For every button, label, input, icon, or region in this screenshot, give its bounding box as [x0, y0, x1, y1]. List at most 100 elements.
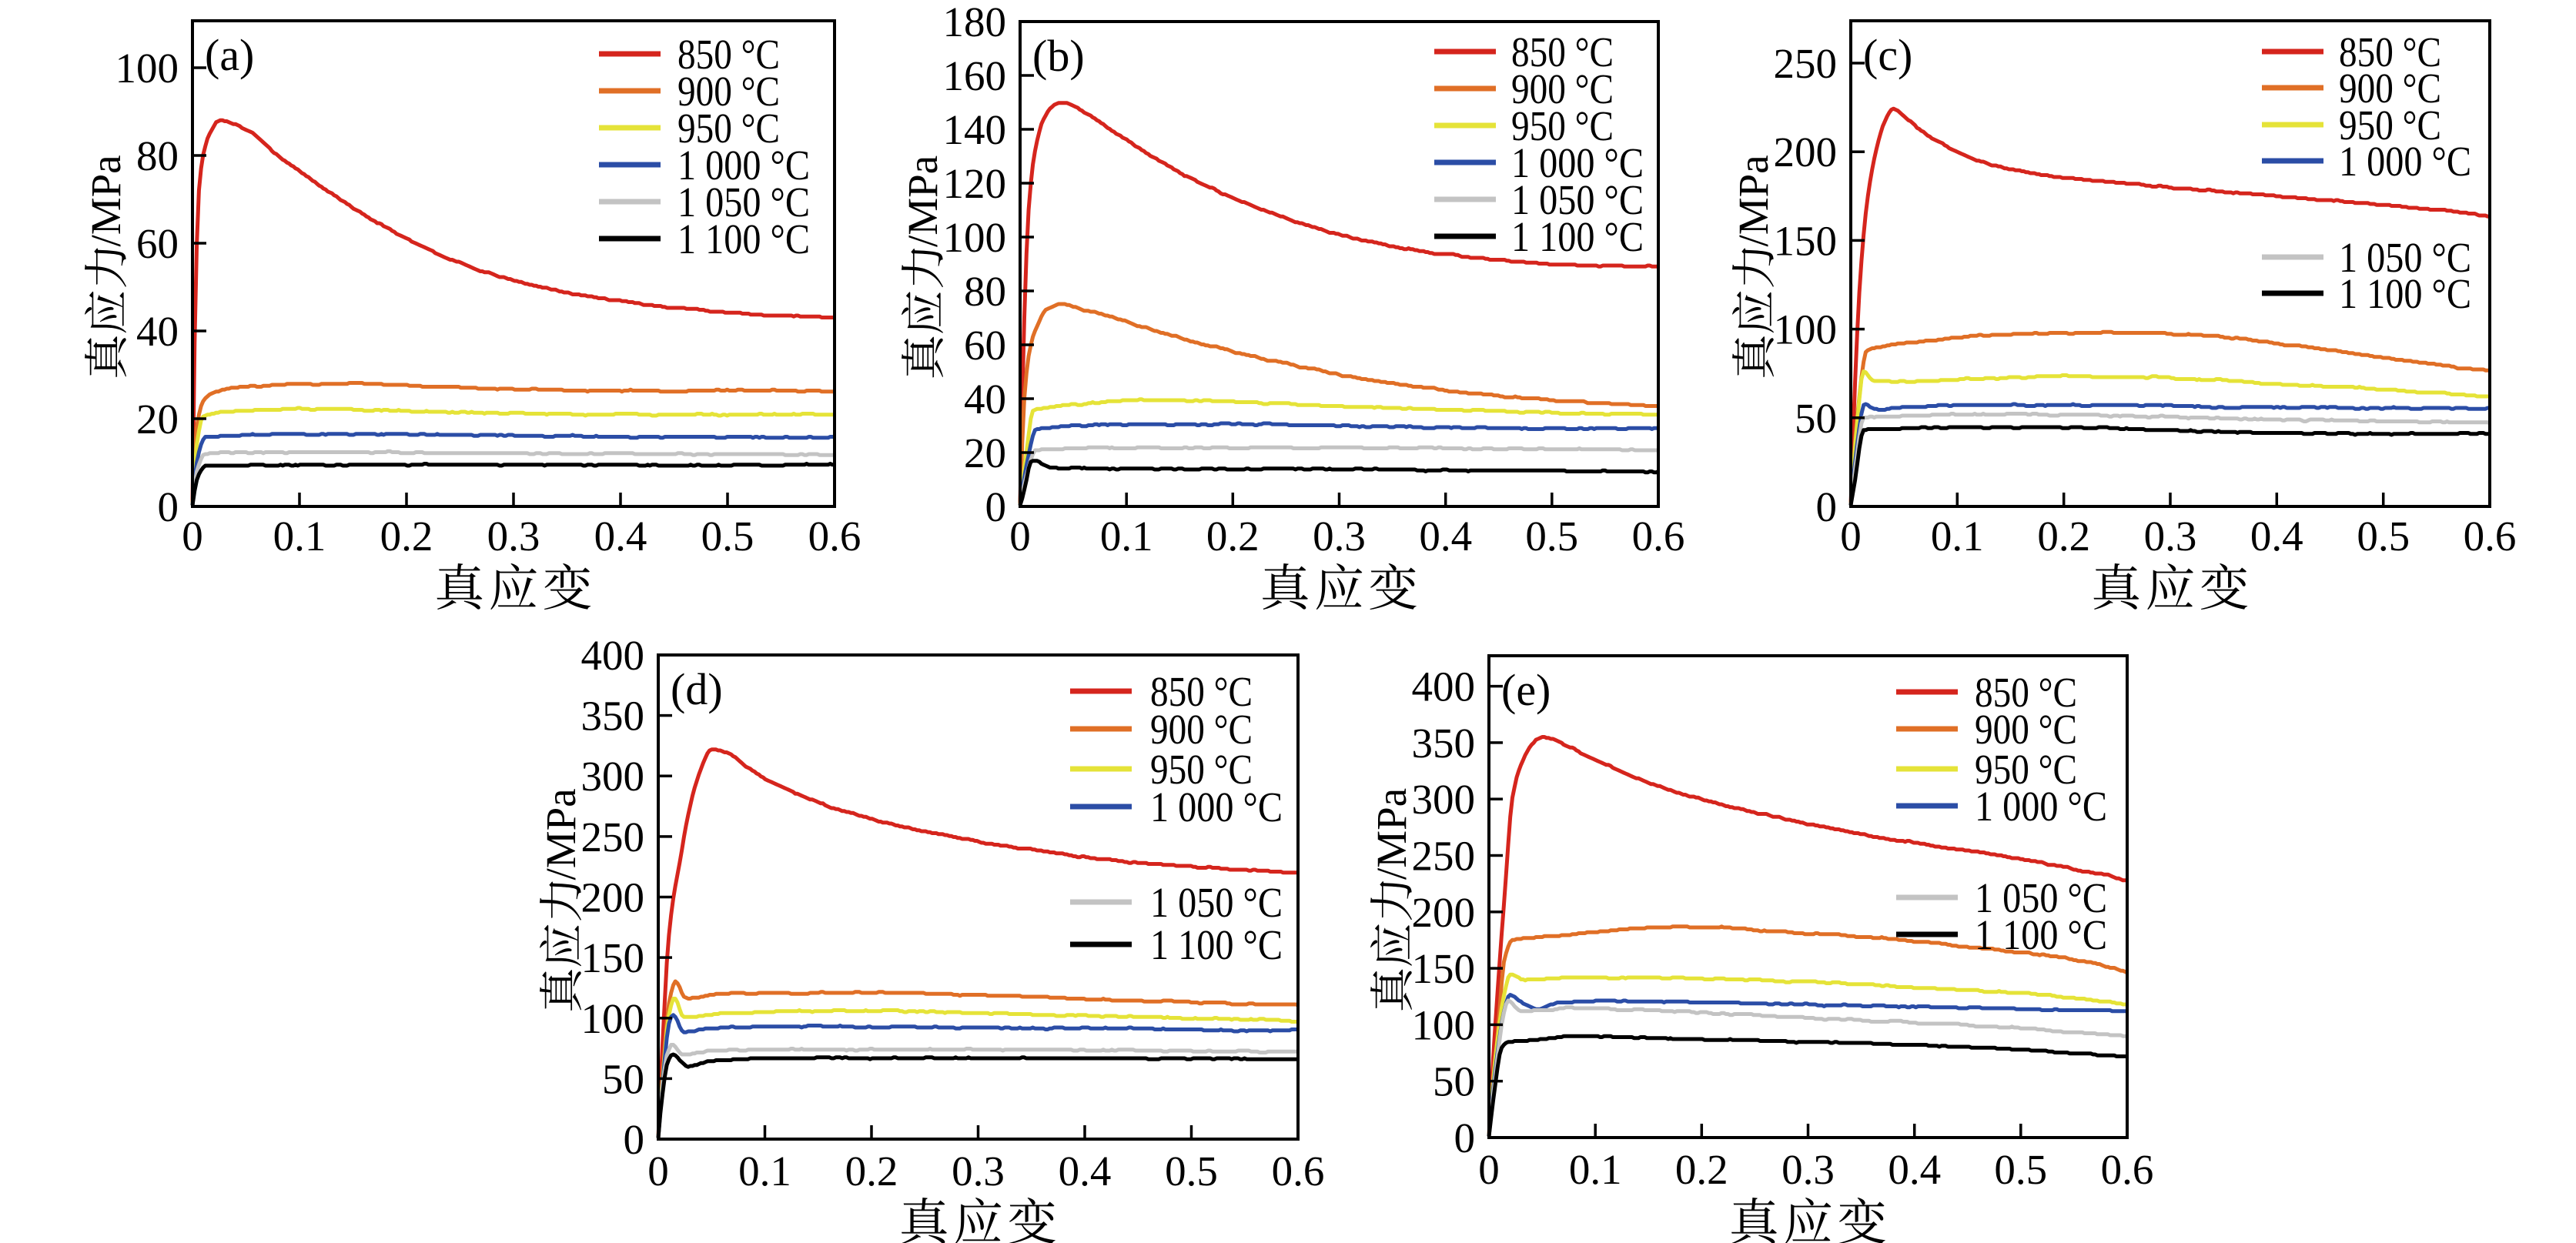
svg-text:80: 80: [136, 132, 179, 179]
svg-text:900 °C: 900 °C: [1975, 706, 2077, 753]
svg-text:0: 0: [647, 1148, 669, 1195]
svg-text:300: 300: [1412, 776, 1476, 823]
svg-text:/MPa: /MPa: [537, 788, 584, 880]
svg-text:350: 350: [581, 693, 645, 740]
svg-text:1 050 °C: 1 050 °C: [2339, 234, 2471, 281]
svg-text:0.5: 0.5: [2357, 513, 2410, 560]
svg-text:0: 0: [158, 483, 179, 530]
svg-text:0.5: 0.5: [1994, 1146, 2047, 1193]
svg-text:900 °C: 900 °C: [1511, 65, 1614, 112]
svg-text:160: 160: [943, 52, 1007, 99]
svg-text:850 °C: 850 °C: [677, 31, 780, 78]
svg-text:50: 50: [602, 1055, 644, 1102]
svg-text:0.4: 0.4: [2250, 513, 2303, 560]
svg-text:950 °C: 950 °C: [677, 105, 780, 152]
svg-text:850 °C: 850 °C: [1511, 28, 1614, 75]
svg-text:0: 0: [1454, 1114, 1476, 1161]
svg-text:0.2: 0.2: [2037, 513, 2090, 560]
svg-text:1 050 °C: 1 050 °C: [1975, 874, 2107, 921]
svg-text:(e): (e): [1501, 665, 1551, 715]
svg-text:0.3: 0.3: [487, 513, 540, 560]
svg-text:900 °C: 900 °C: [677, 68, 780, 115]
svg-text:60: 60: [136, 220, 179, 267]
svg-text:1 000 °C: 1 000 °C: [677, 142, 810, 189]
svg-text:0.6: 0.6: [2464, 513, 2517, 560]
svg-text:150: 150: [1774, 217, 1838, 264]
svg-text:0: 0: [182, 513, 203, 560]
svg-text:20: 20: [136, 396, 179, 443]
svg-text:0.2: 0.2: [1675, 1146, 1728, 1193]
svg-text:0.3: 0.3: [1781, 1146, 1835, 1193]
svg-text:/MPa: /MPa: [1730, 155, 1777, 246]
svg-text:0.3: 0.3: [952, 1148, 1005, 1195]
svg-text:400: 400: [581, 632, 645, 679]
svg-text:1 100 °C: 1 100 °C: [1511, 213, 1644, 260]
svg-text:120: 120: [943, 160, 1007, 207]
svg-text:0: 0: [1840, 513, 1862, 560]
svg-text:0.5: 0.5: [1525, 513, 1578, 560]
svg-text:0.5: 0.5: [1165, 1148, 1218, 1195]
svg-text:250: 250: [1774, 40, 1838, 87]
svg-text:0.2: 0.2: [380, 513, 433, 560]
svg-text:400: 400: [1412, 663, 1476, 710]
svg-text:1 000 °C: 1 000 °C: [1975, 783, 2107, 830]
svg-text:/MPa: /MPa: [1368, 788, 1415, 880]
svg-text:0.4: 0.4: [594, 513, 647, 560]
svg-text:40: 40: [964, 376, 1006, 423]
svg-text:80: 80: [964, 268, 1006, 315]
svg-text:200: 200: [581, 874, 645, 921]
svg-text:0: 0: [1816, 483, 1838, 530]
svg-text:0: 0: [985, 483, 1007, 530]
svg-text:1 000 °C: 1 000 °C: [1511, 139, 1644, 186]
svg-text:1 050 °C: 1 050 °C: [1511, 176, 1644, 223]
svg-text:0.4: 0.4: [1888, 1146, 1941, 1193]
svg-text:/MPa: /MPa: [899, 155, 946, 247]
svg-text:(c): (c): [1863, 30, 1912, 80]
svg-text:850 °C: 850 °C: [1150, 668, 1253, 715]
svg-text:1 000 °C: 1 000 °C: [1150, 784, 1283, 830]
svg-text:0: 0: [1009, 513, 1031, 560]
svg-text:950 °C: 950 °C: [2339, 102, 2441, 149]
svg-text:100: 100: [943, 214, 1007, 261]
svg-text:250: 250: [581, 814, 645, 860]
svg-text:0.1: 0.1: [738, 1148, 791, 1195]
svg-text:200: 200: [1412, 889, 1476, 936]
svg-text:0.1: 0.1: [1931, 513, 1984, 560]
svg-text:140: 140: [943, 106, 1007, 153]
svg-text:950 °C: 950 °C: [1511, 102, 1614, 149]
svg-text:1 100 °C: 1 100 °C: [677, 216, 810, 262]
svg-text:0.6: 0.6: [1632, 513, 1685, 560]
svg-text:150: 150: [1412, 945, 1476, 992]
svg-text:950 °C: 950 °C: [1150, 746, 1253, 793]
svg-text:350: 350: [1412, 720, 1476, 767]
svg-text:0.2: 0.2: [1206, 513, 1260, 560]
svg-text:0.2: 0.2: [845, 1148, 898, 1195]
svg-text:850 °C: 850 °C: [2339, 28, 2441, 75]
svg-text:1 100 °C: 1 100 °C: [1150, 921, 1283, 968]
svg-text:0.1: 0.1: [1569, 1146, 1622, 1193]
svg-text:950 °C: 950 °C: [1975, 746, 2077, 793]
svg-text:0.1: 0.1: [1100, 513, 1153, 560]
svg-text:150: 150: [581, 934, 645, 981]
svg-text:1 100 °C: 1 100 °C: [1975, 911, 2107, 958]
svg-text:0.4: 0.4: [1059, 1148, 1112, 1195]
svg-text:50: 50: [1433, 1058, 1475, 1105]
svg-text:100: 100: [115, 45, 179, 92]
svg-text:180: 180: [943, 0, 1007, 45]
svg-text:20: 20: [964, 429, 1006, 476]
svg-text:0.1: 0.1: [273, 513, 326, 560]
svg-text:(d): (d): [671, 664, 723, 714]
svg-text:40: 40: [136, 308, 179, 355]
svg-text:100: 100: [581, 995, 645, 1042]
svg-text:1 000 °C: 1 000 °C: [2339, 138, 2471, 185]
svg-text:300: 300: [581, 753, 645, 800]
svg-text:0: 0: [624, 1116, 645, 1163]
svg-text:0: 0: [1478, 1146, 1500, 1193]
svg-text:0.6: 0.6: [808, 513, 861, 560]
svg-text:0.4: 0.4: [1419, 513, 1472, 560]
svg-text:50: 50: [1795, 395, 1837, 442]
svg-text:850 °C: 850 °C: [1975, 669, 2077, 716]
svg-text:0.6: 0.6: [2101, 1146, 2154, 1193]
svg-text:100: 100: [1412, 1001, 1476, 1048]
svg-text:0.3: 0.3: [2144, 513, 2197, 560]
